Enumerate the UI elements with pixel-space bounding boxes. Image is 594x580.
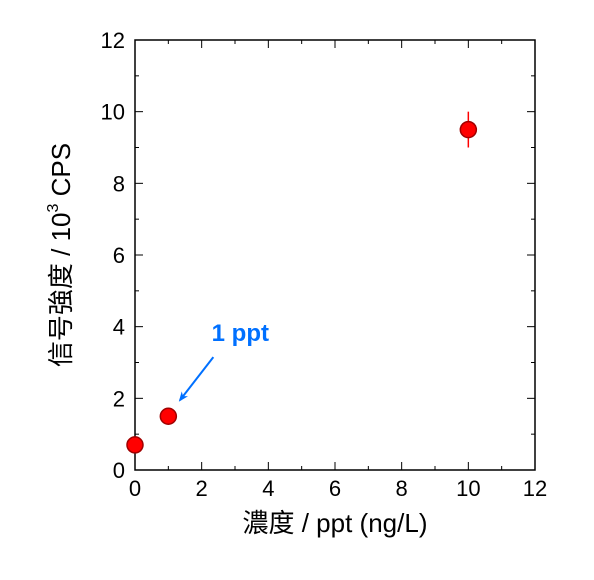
x-tick-label: 2 xyxy=(196,476,208,501)
x-tick-label: 8 xyxy=(396,476,408,501)
y-tick-label: 0 xyxy=(113,458,125,483)
x-tick-label: 10 xyxy=(456,476,480,501)
data-point xyxy=(127,437,143,453)
chart-svg: 0 2 4 6 8 10 12 0 2 4 6 8 10 12 濃度 / ppt (ng/L) 信号強度 / … xyxy=(0,0,594,580)
y-tick-label: 12 xyxy=(101,28,125,53)
y-tick-label: 8 xyxy=(113,171,125,196)
x-tick-label: 4 xyxy=(262,476,274,501)
data-point xyxy=(160,408,176,424)
x-tick-label: 12 xyxy=(523,476,547,501)
y-tick-label: 6 xyxy=(113,243,125,268)
x-tick-label: 0 xyxy=(129,476,141,501)
plot-border xyxy=(135,40,535,470)
scatter-chart: 0 2 4 6 8 10 12 0 2 4 6 8 10 12 濃度 / ppt (ng/L) 信号強度 / … xyxy=(0,0,594,580)
y-axis-label: 信号強度 / 103 CPS xyxy=(45,143,76,367)
annotation-arrow xyxy=(180,357,213,400)
y-tick-label: 2 xyxy=(113,386,125,411)
data-point xyxy=(460,122,476,138)
y-tick-label: 4 xyxy=(113,315,125,340)
x-tick-label: 6 xyxy=(329,476,341,501)
annotation-label: 1 ppt xyxy=(212,320,269,347)
x-axis-label: 濃度 / ppt (ng/L) xyxy=(243,508,428,538)
y-tick-label: 10 xyxy=(101,100,125,125)
